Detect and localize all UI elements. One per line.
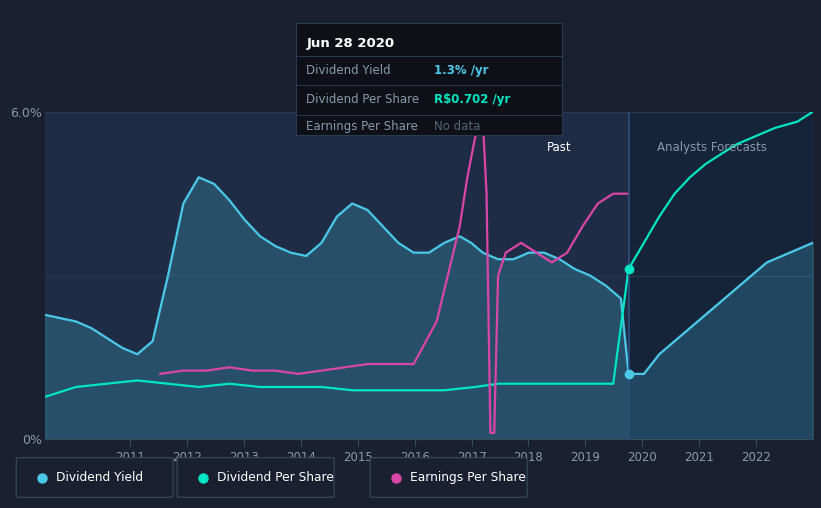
FancyBboxPatch shape: [370, 458, 527, 497]
Text: Analysts Forecasts: Analysts Forecasts: [657, 141, 767, 154]
Text: Dividend Per Share: Dividend Per Share: [306, 93, 420, 107]
Text: Dividend Per Share: Dividend Per Share: [218, 471, 334, 484]
Text: Dividend Yield: Dividend Yield: [57, 471, 144, 484]
Text: R$0.702 /yr: R$0.702 /yr: [434, 93, 511, 107]
Text: Earnings Per Share: Earnings Per Share: [410, 471, 526, 484]
FancyBboxPatch shape: [16, 458, 173, 497]
Text: Dividend Yield: Dividend Yield: [306, 65, 391, 77]
Text: 1.3% /yr: 1.3% /yr: [434, 65, 488, 77]
FancyBboxPatch shape: [177, 458, 334, 497]
Text: Earnings Per Share: Earnings Per Share: [306, 120, 418, 133]
Text: Jun 28 2020: Jun 28 2020: [306, 38, 394, 50]
Text: No data: No data: [434, 120, 480, 133]
Text: Past: Past: [547, 141, 571, 154]
Bar: [629, 112, 813, 439]
